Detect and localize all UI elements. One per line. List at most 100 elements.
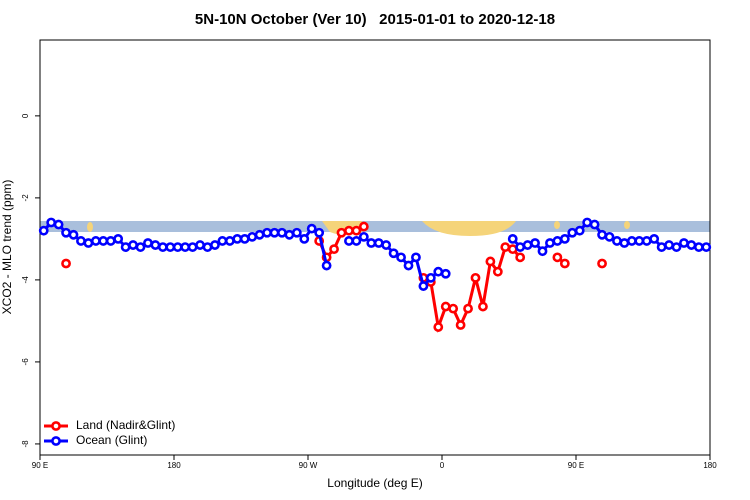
data-point bbox=[686, 240, 697, 250]
data-point bbox=[232, 233, 243, 244]
data-point bbox=[366, 238, 377, 248]
x-tick-label: 90 W bbox=[299, 461, 318, 470]
data-point bbox=[455, 320, 466, 330]
data-point bbox=[656, 242, 667, 252]
data-point bbox=[507, 244, 518, 255]
ocean-band bbox=[40, 221, 710, 232]
data-point bbox=[619, 238, 630, 248]
data-point bbox=[195, 240, 205, 250]
data-point bbox=[552, 236, 563, 246]
data-point bbox=[344, 236, 354, 246]
legend-marker bbox=[51, 421, 61, 431]
data-point bbox=[224, 236, 235, 246]
data-point bbox=[634, 236, 645, 246]
data-point bbox=[46, 217, 57, 228]
data-point bbox=[500, 242, 511, 252]
x-tick-label: 90 E bbox=[568, 461, 584, 470]
data-point bbox=[641, 236, 652, 246]
data-point bbox=[701, 242, 712, 252]
land-patch bbox=[422, 221, 516, 236]
data-point bbox=[679, 238, 689, 248]
x-tick-label: 180 bbox=[703, 461, 717, 470]
data-point bbox=[559, 258, 570, 269]
data-point bbox=[90, 236, 101, 246]
data-point bbox=[411, 252, 421, 263]
data-point bbox=[254, 229, 265, 240]
data-point bbox=[530, 238, 540, 248]
data-point bbox=[626, 236, 637, 246]
data-point bbox=[358, 231, 369, 242]
y-tick-label: 0 bbox=[21, 113, 30, 118]
data-point bbox=[187, 242, 198, 252]
data-point bbox=[463, 303, 473, 314]
data-point bbox=[262, 227, 272, 238]
x-axis-label: Longitude (deg E) bbox=[327, 476, 422, 490]
chart-title: 5N-10N October (Ver 10) 2015-01-01 to 20… bbox=[195, 11, 555, 28]
data-point bbox=[98, 236, 109, 246]
data-point bbox=[150, 240, 161, 250]
data-point bbox=[38, 225, 49, 236]
data-point bbox=[217, 236, 228, 246]
x-tick-label: 180 bbox=[167, 461, 181, 470]
data-point bbox=[597, 258, 607, 269]
data-point bbox=[515, 252, 526, 263]
data-point bbox=[172, 242, 183, 252]
data-point bbox=[143, 238, 153, 248]
data-point bbox=[247, 231, 258, 242]
data-point bbox=[693, 242, 704, 252]
data-point bbox=[649, 233, 660, 244]
legend-text: Land (Nadir&Glint) bbox=[76, 418, 175, 432]
data-point bbox=[537, 246, 548, 257]
data-point bbox=[448, 303, 459, 314]
data-point bbox=[507, 233, 518, 244]
data-point bbox=[135, 242, 146, 252]
data-point bbox=[574, 225, 585, 236]
data-point bbox=[329, 244, 339, 255]
data-point bbox=[239, 233, 250, 244]
data-point bbox=[418, 281, 429, 291]
data-point bbox=[664, 240, 674, 250]
data-point bbox=[373, 238, 384, 248]
data-point bbox=[671, 242, 682, 252]
data-point bbox=[478, 301, 488, 312]
data-point bbox=[388, 248, 399, 259]
data-point bbox=[321, 260, 332, 271]
data-point bbox=[299, 233, 310, 244]
data-point bbox=[165, 242, 176, 252]
data-point bbox=[180, 242, 191, 252]
data-point bbox=[53, 219, 64, 230]
data-point bbox=[306, 223, 317, 234]
data-point bbox=[381, 240, 392, 250]
legend-text: Ocean (Glint) bbox=[76, 433, 147, 447]
data-point bbox=[485, 256, 496, 267]
data-point bbox=[277, 227, 287, 238]
data-point bbox=[612, 236, 622, 246]
data-point bbox=[425, 272, 436, 283]
data-point bbox=[545, 238, 555, 248]
data-point bbox=[61, 227, 71, 238]
data-point bbox=[351, 225, 362, 236]
data-point bbox=[597, 229, 607, 240]
data-point bbox=[582, 217, 593, 228]
data-point bbox=[589, 219, 600, 230]
data-point bbox=[68, 229, 79, 240]
data-point bbox=[284, 229, 295, 240]
data-point bbox=[522, 240, 533, 250]
data-point bbox=[433, 322, 444, 332]
series-line bbox=[42, 220, 707, 290]
data-point bbox=[440, 268, 451, 279]
data-point bbox=[202, 242, 213, 252]
data-point bbox=[76, 236, 86, 246]
land-patch bbox=[624, 221, 630, 229]
data-point bbox=[396, 252, 406, 263]
land-patch bbox=[87, 222, 93, 232]
data-point bbox=[559, 233, 570, 244]
y-axis-label: XCO2 - MLO trend (ppm) bbox=[0, 180, 14, 315]
data-point bbox=[604, 231, 615, 242]
legend-marker bbox=[51, 436, 61, 446]
data-point bbox=[128, 240, 138, 250]
data-point bbox=[433, 266, 444, 277]
data-point bbox=[440, 301, 451, 312]
x-tick-label: 90 E bbox=[32, 461, 48, 470]
